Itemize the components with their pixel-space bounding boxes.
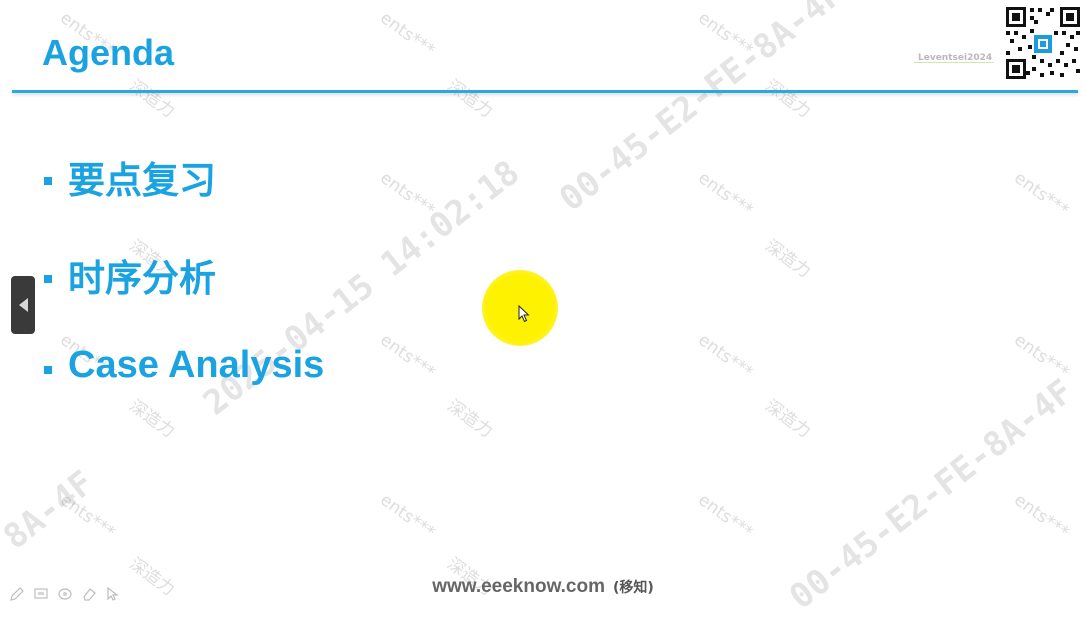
watermark-company: 深造力: [443, 396, 497, 443]
qr-code-icon: [1004, 5, 1082, 81]
bullet-text: 时序分析: [68, 257, 216, 300]
footer-url: www.eeeknow.com: [432, 576, 605, 597]
presenter-toolbar: [8, 585, 122, 603]
previous-slide-button[interactable]: [11, 276, 35, 334]
triangle-left-icon: [18, 298, 28, 312]
bullet-item: 时序分析: [44, 248, 216, 302]
mouse-cursor-icon: [518, 304, 530, 328]
watermark-company: 深造力: [443, 76, 497, 123]
brand-mark: Leventsei2024: [918, 53, 993, 63]
bullet-marker-icon: [44, 275, 52, 283]
watermark-company: 深造力: [125, 396, 179, 443]
watermark-user: ents***: [694, 330, 757, 383]
watermark-user: ents***: [376, 8, 439, 61]
title-divider: [12, 90, 1078, 93]
pen-icon[interactable]: [8, 585, 26, 603]
watermark-user: ents***: [376, 490, 439, 543]
footer: www.eeeknow.com (移知): [0, 576, 1086, 598]
screen-icon[interactable]: [32, 585, 50, 603]
watermark-stamp-id: 00-45-E2-FE-8A-4F: [552, 0, 851, 220]
pointer-icon[interactable]: [104, 585, 122, 603]
highlighter-icon[interactable]: [56, 585, 74, 603]
slide-title: Agenda: [42, 32, 175, 73]
watermark-user: ents***: [1010, 330, 1073, 383]
bullet-marker-icon: [44, 177, 52, 185]
watermark-company: 深造力: [761, 76, 815, 123]
header-accent-rule: [914, 62, 994, 63]
watermark-user: ents***: [694, 490, 757, 543]
watermark-company: 深造力: [761, 236, 815, 283]
watermark-user: ents***: [1010, 168, 1073, 221]
watermark-user: ents***: [376, 168, 439, 221]
bullet-marker-icon: [44, 365, 52, 374]
watermark-company: 深造力: [761, 396, 815, 443]
footer-suffix: (移知): [613, 580, 654, 596]
bullet-item: Case Analysis: [44, 344, 324, 387]
watermark-user: ents***: [1010, 490, 1073, 543]
bullet-text: Case Analysis: [68, 344, 325, 386]
watermark-user: ents***: [694, 8, 757, 61]
watermark-company: 深造力: [125, 76, 179, 123]
watermark-user: ents***: [694, 168, 757, 221]
watermark-stamp-id-tail: 8A-4F: [0, 462, 102, 558]
eraser-icon[interactable]: [80, 585, 98, 603]
watermark-user: ents***: [376, 330, 439, 383]
watermark-user: ents***: [56, 490, 119, 543]
bullet-text: 要点复习: [68, 159, 216, 202]
bullet-item: 要点复习: [44, 150, 216, 204]
